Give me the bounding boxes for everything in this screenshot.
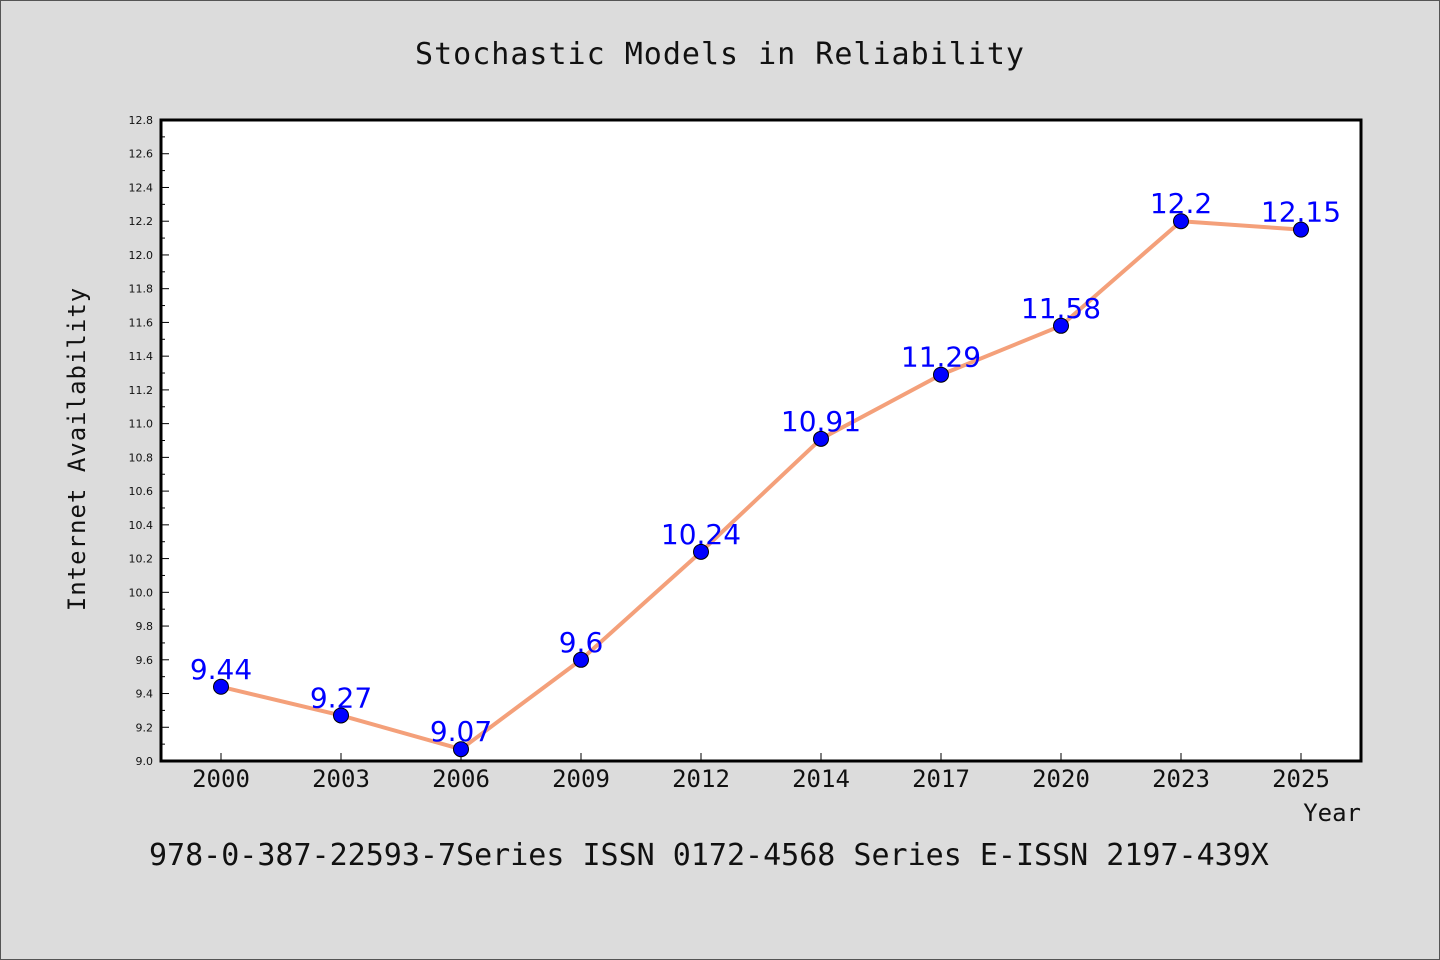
data-point-marker — [1053, 317, 1069, 334]
x-tick-label: 2014 — [792, 765, 850, 793]
y-tick-label: 12.0 — [129, 249, 154, 262]
y-tick-label: 11.0 — [129, 418, 154, 431]
y-tick-label: 9.8 — [136, 620, 154, 633]
series-line — [220, 219, 1302, 752]
y-tick-label: 9.6 — [136, 654, 154, 667]
y-axis-label: Internet Availability — [63, 287, 91, 611]
data-label: 10.91 — [781, 405, 861, 438]
y-tick-label: 9.4 — [136, 688, 154, 701]
data-point-marker — [933, 366, 949, 383]
plot-area — [161, 120, 1361, 761]
footer-isbn-issn: 978-0-387-22593-7Series ISSN 0172-4568 S… — [149, 838, 1269, 873]
y-tick-label: 12.6 — [129, 148, 154, 161]
x-axis-label: Year — [1303, 799, 1361, 827]
y-tick-label: 10.6 — [129, 485, 154, 498]
y-tick-label: 10.4 — [129, 519, 154, 532]
y-tick-label: 12.2 — [129, 215, 154, 228]
data-label: 12.2 — [1150, 187, 1212, 220]
x-tick-label: 2012 — [672, 765, 730, 793]
plot-frame — [159, 118, 1363, 763]
y-tick-label: 9.0 — [136, 755, 154, 768]
x-tick-label: 2017 — [912, 765, 970, 793]
data-point-marker — [333, 707, 349, 724]
x-axis-ticks: 2000 2003 2006 2009 2012 2014 2017 2020 2023 2025 — [192, 753, 1330, 793]
data-label: 9.44 — [190, 653, 252, 686]
x-tick-label: 2020 — [1032, 765, 1090, 793]
data-point-marker — [693, 543, 709, 560]
x-tick-label: 2006 — [432, 765, 490, 793]
y-tick-label: 11.6 — [129, 316, 154, 329]
data-point-marker — [213, 678, 229, 695]
chart-title: Stochastic Models in Reliability — [415, 37, 1025, 72]
data-label: 12.15 — [1261, 196, 1341, 229]
y-tick-label: 10.8 — [129, 451, 154, 464]
y-tick-label: 10.0 — [129, 586, 154, 599]
y-tick-label: 12.8 — [129, 114, 154, 127]
y-axis-ticks: 9.0 9.2 9.4 9.6 9.8 10.0 10.2 10.4 10.6 10.8 11.0 1… — [129, 114, 169, 768]
data-label: 9.27 — [310, 681, 372, 714]
data-point-marker — [1173, 213, 1189, 230]
data-label: 9.6 — [559, 626, 604, 659]
data-label: 11.29 — [901, 341, 981, 374]
x-tick-label: 2000 — [192, 765, 250, 793]
y-tick-label: 9.2 — [136, 721, 154, 734]
data-point-marker — [453, 741, 469, 758]
data-label: 11.58 — [1021, 292, 1101, 325]
x-tick-label: 2003 — [312, 765, 370, 793]
x-tick-label: 2023 — [1152, 765, 1210, 793]
data-label: 9.07 — [430, 715, 492, 748]
data-point-marker — [813, 430, 829, 447]
x-tick-label: 2025 — [1272, 765, 1330, 793]
y-tick-label: 10.2 — [129, 553, 154, 566]
y-tick-label: 12.4 — [129, 181, 154, 194]
y-tick-label: 11.2 — [129, 384, 154, 397]
series-layer — [213, 213, 1309, 758]
data-labels-layer: 9.44 9.27 9.07 9.6 10.24 10.91 11.29 11.58 12.2 1… — [190, 187, 1341, 748]
data-point-marker — [573, 651, 589, 668]
y-tick-label: 11.8 — [129, 283, 154, 296]
x-tick-label: 2009 — [552, 765, 610, 793]
data-label: 10.24 — [661, 518, 741, 551]
data-point-marker — [1293, 221, 1309, 238]
y-tick-label: 11.4 — [129, 350, 154, 363]
